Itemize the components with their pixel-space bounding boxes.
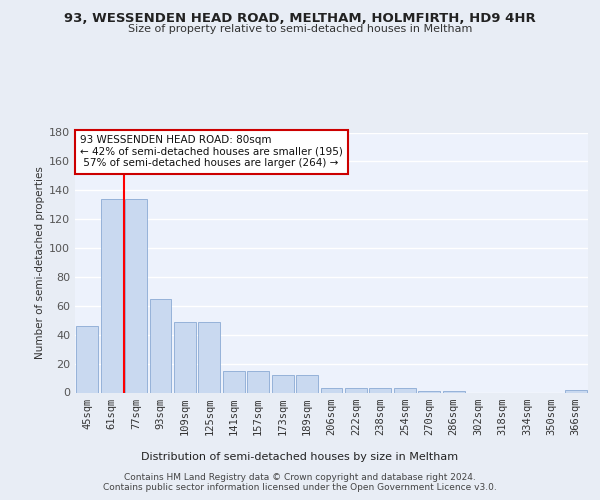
Bar — [125, 199, 147, 392]
Bar — [223, 371, 245, 392]
Text: Distribution of semi-detached houses by size in Meltham: Distribution of semi-detached houses by … — [142, 452, 458, 462]
Bar — [199, 322, 220, 392]
Y-axis label: Number of semi-detached properties: Number of semi-detached properties — [35, 166, 45, 359]
Bar — [174, 322, 196, 392]
Text: 93, WESSENDEN HEAD ROAD, MELTHAM, HOLMFIRTH, HD9 4HR: 93, WESSENDEN HEAD ROAD, MELTHAM, HOLMFI… — [64, 12, 536, 26]
Bar — [320, 388, 343, 392]
Bar — [443, 391, 464, 392]
Text: Size of property relative to semi-detached houses in Meltham: Size of property relative to semi-detach… — [128, 24, 472, 34]
Bar — [149, 298, 172, 392]
Bar — [296, 375, 318, 392]
Bar — [345, 388, 367, 392]
Bar — [418, 391, 440, 392]
Bar — [565, 390, 587, 392]
Bar — [101, 199, 122, 392]
Text: Contains public sector information licensed under the Open Government Licence v3: Contains public sector information licen… — [103, 484, 497, 492]
Bar — [76, 326, 98, 392]
Bar — [272, 375, 293, 392]
Bar — [247, 371, 269, 392]
Bar — [394, 388, 416, 392]
Text: 93 WESSENDEN HEAD ROAD: 80sqm
← 42% of semi-detached houses are smaller (195)
 5: 93 WESSENDEN HEAD ROAD: 80sqm ← 42% of s… — [80, 135, 343, 168]
Text: Contains HM Land Registry data © Crown copyright and database right 2024.: Contains HM Land Registry data © Crown c… — [124, 472, 476, 482]
Bar — [370, 388, 391, 392]
